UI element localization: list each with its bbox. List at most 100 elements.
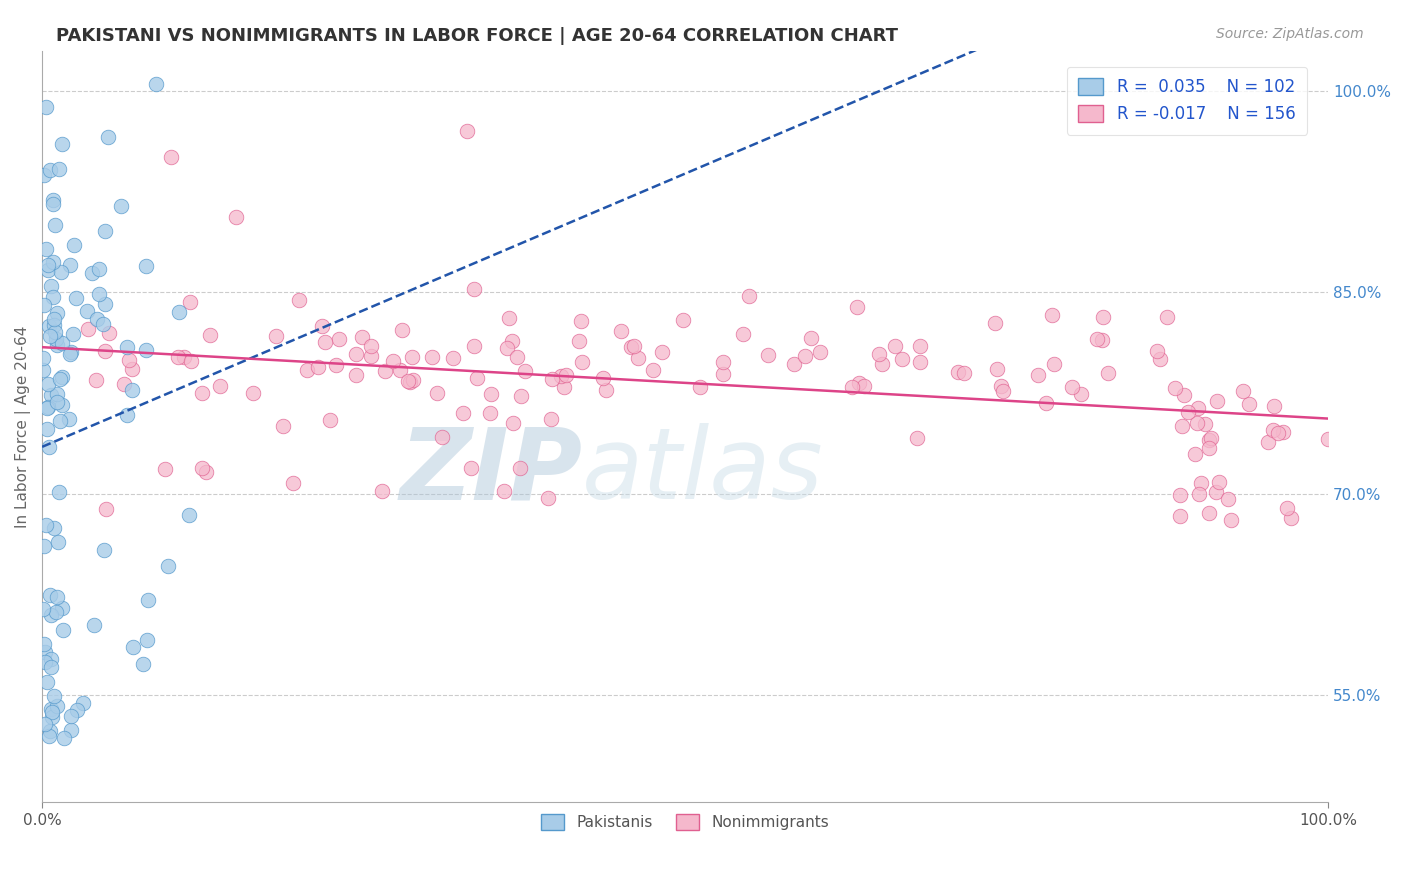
Point — [502, 416, 524, 430]
Point — [179, 295, 201, 310]
Point — [1199, 431, 1222, 445]
Point — [38, 729, 60, 743]
Point — [32, 539, 55, 553]
Point — [46, 338, 69, 352]
Point — [208, 379, 231, 393]
Point — [39, 724, 62, 739]
Point — [396, 374, 419, 388]
Point — [44, 219, 66, 233]
Point — [350, 330, 373, 344]
Point — [52, 623, 75, 637]
Point — [51, 369, 73, 384]
Point — [1168, 488, 1191, 502]
Point — [44, 689, 66, 703]
Point — [848, 376, 870, 391]
Point — [46, 590, 69, 604]
Point — [191, 461, 214, 475]
Point — [45, 387, 67, 401]
Point — [609, 324, 631, 338]
Point — [42, 521, 65, 535]
Point — [42, 254, 65, 268]
Point — [1205, 394, 1227, 409]
Point — [179, 508, 201, 522]
Point — [1263, 423, 1285, 437]
Point — [465, 371, 488, 385]
Point — [39, 651, 62, 665]
Point — [96, 130, 118, 145]
Point — [1216, 491, 1239, 506]
Point — [908, 355, 931, 369]
Point — [307, 360, 329, 375]
Point — [191, 385, 214, 400]
Point — [46, 535, 69, 549]
Point — [314, 334, 336, 349]
Point — [1263, 400, 1285, 414]
Point — [398, 375, 420, 389]
Point — [430, 430, 453, 444]
Point — [46, 699, 69, 714]
Point — [84, 373, 107, 387]
Point — [39, 608, 62, 623]
Point — [1184, 447, 1206, 461]
Point — [513, 364, 536, 378]
Point — [1149, 352, 1171, 367]
Point — [401, 350, 423, 364]
Point — [360, 350, 382, 364]
Point — [41, 193, 63, 207]
Point — [32, 168, 55, 182]
Point — [1026, 368, 1049, 382]
Point — [48, 485, 70, 500]
Point — [553, 380, 575, 394]
Text: ZIP: ZIP — [399, 423, 582, 520]
Point — [159, 150, 181, 164]
Point — [540, 411, 562, 425]
Point — [870, 358, 893, 372]
Point — [555, 368, 578, 383]
Point — [32, 637, 55, 651]
Point — [371, 484, 394, 499]
Point — [1171, 419, 1194, 434]
Point — [37, 263, 59, 277]
Point — [426, 386, 449, 401]
Point — [42, 197, 65, 211]
Point — [51, 136, 73, 151]
Point — [993, 384, 1015, 399]
Point — [121, 362, 143, 376]
Point — [59, 345, 82, 359]
Point — [910, 339, 932, 353]
Point — [35, 242, 58, 256]
Point — [948, 365, 970, 379]
Point — [1188, 486, 1211, 500]
Point — [884, 339, 907, 353]
Point — [145, 77, 167, 91]
Point — [1232, 384, 1254, 399]
Point — [990, 379, 1012, 393]
Point — [852, 379, 875, 393]
Point — [94, 343, 117, 358]
Point — [112, 377, 135, 392]
Point — [689, 379, 711, 393]
Point — [595, 383, 617, 397]
Point — [155, 462, 177, 476]
Point — [401, 373, 423, 387]
Point — [135, 260, 157, 274]
Point — [35, 518, 58, 533]
Point — [45, 605, 67, 619]
Point — [41, 705, 63, 719]
Point — [59, 347, 82, 361]
Point — [58, 411, 80, 425]
Point — [509, 389, 531, 403]
Point — [568, 334, 591, 348]
Text: Source: ZipAtlas.com: Source: ZipAtlas.com — [1216, 27, 1364, 41]
Point — [441, 351, 464, 365]
Point — [868, 347, 890, 361]
Point — [1177, 405, 1199, 419]
Point — [49, 265, 72, 279]
Y-axis label: In Labor Force | Age 20-64: In Labor Force | Age 20-64 — [15, 326, 31, 528]
Point — [32, 351, 55, 366]
Point — [38, 318, 60, 333]
Point — [1060, 380, 1083, 394]
Point — [35, 100, 58, 114]
Text: atlas: atlas — [582, 423, 824, 520]
Point — [1097, 366, 1119, 380]
